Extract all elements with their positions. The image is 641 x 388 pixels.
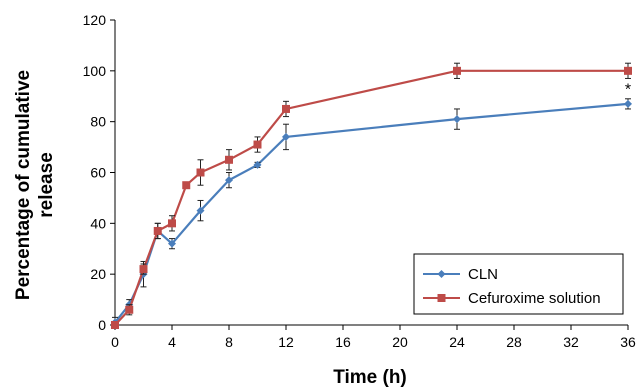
significance-annotation: * — [625, 82, 631, 99]
data-point — [253, 160, 262, 169]
x-tick-label: 0 — [111, 334, 119, 350]
x-tick-label: 4 — [168, 334, 176, 350]
data-point — [624, 99, 632, 108]
legend-label-cln: CLN — [468, 266, 498, 283]
x-tick-label: 28 — [506, 334, 522, 350]
y-tick-label: 100 — [83, 63, 107, 79]
legend-marker-cln — [437, 270, 446, 278]
data-point — [453, 66, 461, 75]
x-axis-title: Time (h) — [333, 367, 407, 388]
legend-label-cefuroxime: Cefuroxime solution — [468, 290, 601, 307]
y-tick-label: 20 — [90, 266, 106, 282]
y-tick-label: 40 — [90, 215, 106, 231]
data-point — [253, 140, 262, 149]
legend: CLN Cefuroxime solution — [413, 253, 624, 315]
series-layer — [111, 62, 632, 329]
y-tick-label: 0 — [98, 317, 106, 333]
y-axis-title-line-1: Percentage of cumulative — [13, 70, 34, 300]
data-point — [225, 176, 233, 185]
x-tick-label: 16 — [335, 334, 351, 350]
legend-box — [413, 253, 624, 315]
x-tick-label: 36 — [620, 334, 636, 350]
y-tick-label: 80 — [90, 114, 106, 130]
data-point — [168, 219, 176, 228]
data-point — [182, 181, 191, 190]
data-point — [168, 239, 176, 248]
data-point — [139, 265, 148, 274]
data-point — [282, 104, 290, 113]
data-point — [153, 226, 162, 235]
x-tick-label: 20 — [392, 334, 408, 350]
series-line — [114, 69, 628, 326]
x-tick-label: 8 — [225, 334, 233, 350]
data-point — [111, 321, 119, 329]
axes: 0 20 40 60 80 100 120 0 4 8 12 16 20 24 28 32 36 — [83, 12, 636, 350]
x-tick-label: 24 — [449, 334, 465, 350]
data-point — [624, 66, 632, 75]
y-axis-title-line-2: release — [36, 152, 57, 218]
x-tick-label: 12 — [278, 334, 294, 350]
legend-marker-cefuroxime — [437, 294, 446, 302]
data-point — [282, 132, 290, 141]
data-point — [125, 305, 134, 314]
y-tick-label: 60 — [90, 165, 106, 181]
x-tick-label: 32 — [563, 334, 579, 350]
y-tick-label: 120 — [83, 12, 107, 28]
data-point — [453, 115, 461, 124]
data-point — [225, 155, 233, 164]
series-cefuroxime-solution — [111, 62, 632, 329]
data-point — [196, 168, 205, 177]
data-point — [196, 206, 205, 215]
